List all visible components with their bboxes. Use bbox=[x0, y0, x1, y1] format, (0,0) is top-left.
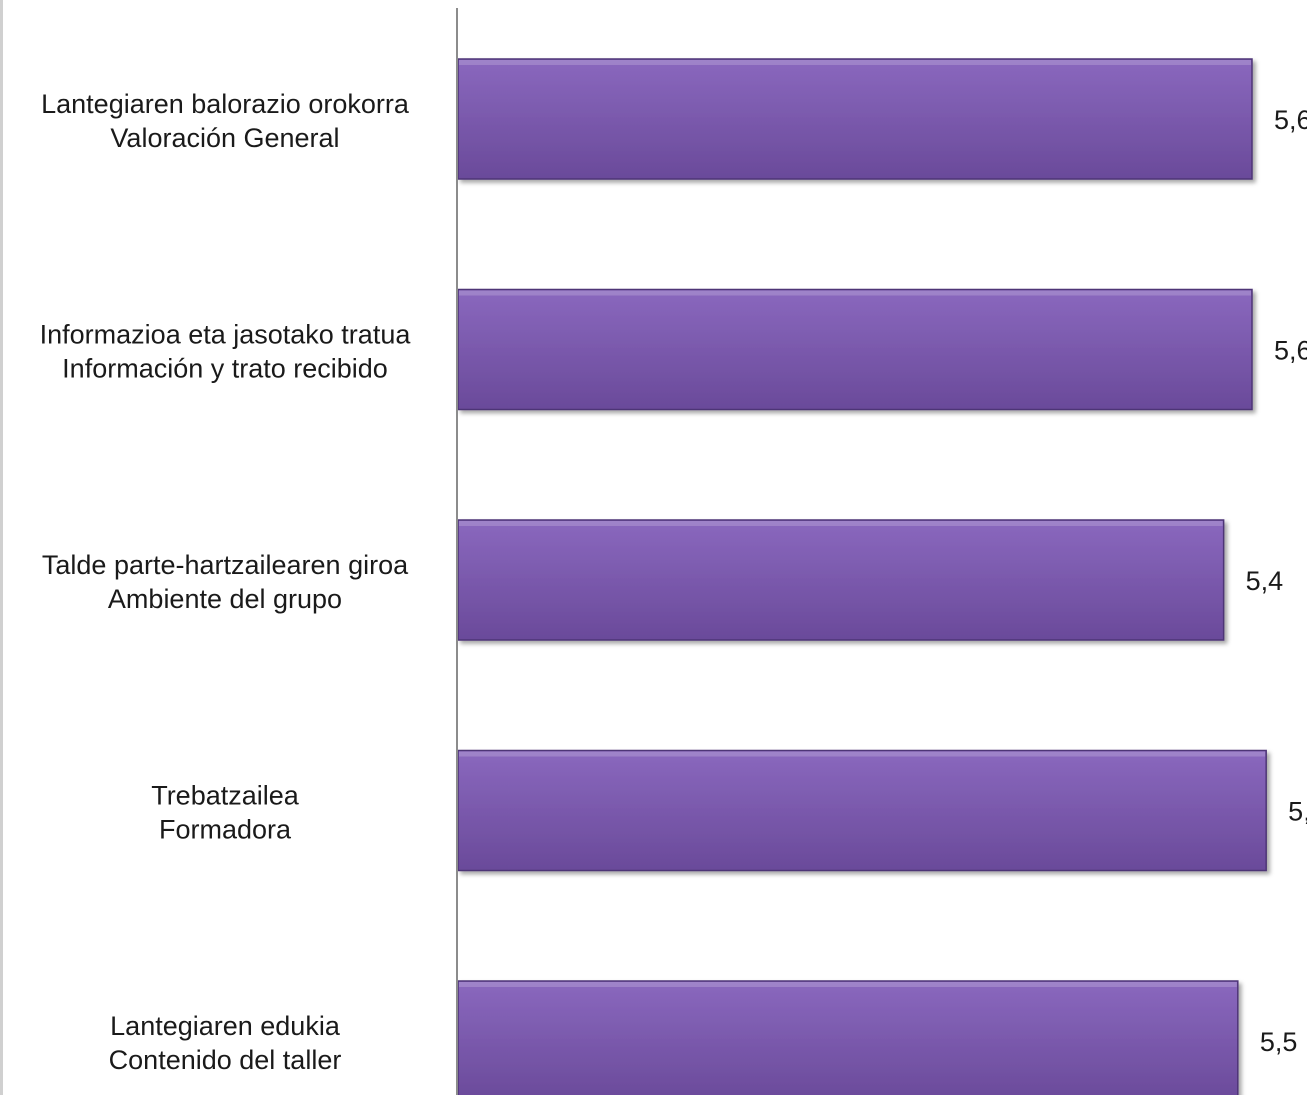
value-label-1: 5,6 bbox=[1274, 105, 1307, 135]
category-label-5-line-1: Lantegiaren edukia bbox=[110, 1011, 341, 1041]
category-label-4-line-2: Formadora bbox=[159, 815, 292, 845]
bar-chart: 5,6 Lantegiaren balorazio orokorra Valorac… bbox=[40, 8, 1307, 1095]
value-label-3: 5,4 bbox=[1246, 566, 1284, 596]
category-label-4: Trebatzailea Formadora bbox=[151, 781, 300, 845]
bar-highlight-2 bbox=[459, 290, 1251, 296]
category-label-3: Talde parte-hartzailearen giroa Ambiente … bbox=[42, 550, 409, 614]
category-label-1-line-2: Valoración General bbox=[110, 123, 339, 153]
category-label-4-line-1: Trebatzailea bbox=[151, 781, 300, 811]
bar-highlight-5 bbox=[459, 982, 1237, 987]
bar-highlight-3 bbox=[459, 521, 1223, 526]
category-label-5: Lantegiaren edukia Contenido del taller bbox=[109, 1011, 342, 1075]
bar-3 bbox=[457, 519, 1225, 641]
bar-highlight-1 bbox=[459, 60, 1251, 65]
category-label-1-line-1: Lantegiaren balorazio orokorra bbox=[41, 89, 410, 119]
value-label-4: 5, bbox=[1288, 797, 1307, 827]
bar-5 bbox=[457, 980, 1239, 1095]
bar-highlight-4 bbox=[459, 751, 1266, 757]
bar-2 bbox=[457, 288, 1253, 411]
labels-layer: 5,6 Lantegiaren balorazio orokorra Valorac… bbox=[40, 89, 1307, 1075]
value-label-2: 5,6 bbox=[1274, 336, 1307, 366]
category-label-5-line-2: Contenido del taller bbox=[109, 1045, 342, 1075]
category-label-2: Informazioa eta jasotako tratua Informaci… bbox=[40, 320, 412, 384]
bar-1 bbox=[457, 58, 1253, 180]
value-label-5: 5,5 bbox=[1260, 1027, 1298, 1057]
bar-4 bbox=[457, 749, 1267, 872]
category-label-3-line-2: Ambiente del grupo bbox=[108, 584, 342, 614]
category-label-2-line-2: Información y trato recibido bbox=[62, 354, 388, 384]
category-label-2-line-1: Informazioa eta jasotako tratua bbox=[40, 320, 412, 350]
category-label-3-line-1: Talde parte-hartzailearen giroa bbox=[42, 550, 409, 580]
bars-layer bbox=[457, 58, 1267, 1095]
category-label-1: Lantegiaren balorazio orokorra Valoración… bbox=[41, 89, 410, 153]
